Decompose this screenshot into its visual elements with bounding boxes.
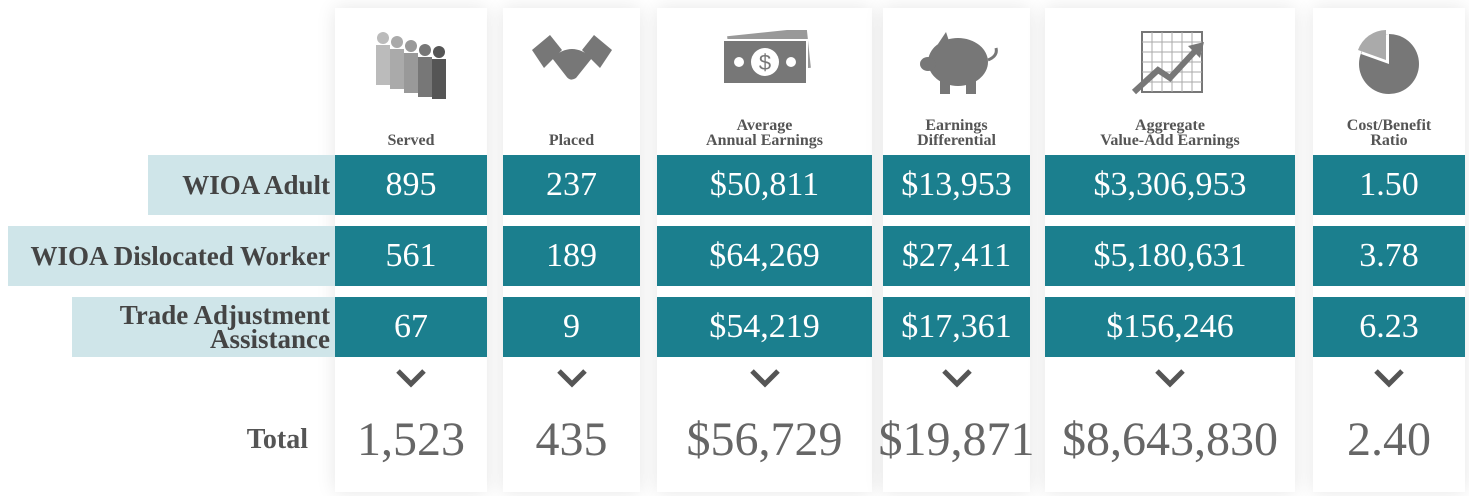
value-cell: 237	[503, 155, 640, 215]
icon: $	[719, 27, 811, 100]
text-line: Value-Add Earnings	[1100, 132, 1240, 149]
total-value: $8,643,830	[1062, 413, 1278, 466]
icon-graphic	[376, 32, 446, 99]
total-label: Total	[246, 424, 308, 455]
column-header: Average Annual Earnings	[657, 110, 872, 149]
chevron	[395, 368, 427, 388]
chevron-graphic	[1374, 369, 1404, 388]
text-line: WIOA Adult	[182, 170, 330, 200]
chevron-graphic	[1155, 369, 1185, 388]
svg-text:$: $	[758, 50, 770, 75]
text-line: Assistance	[210, 324, 330, 354]
text-line: Ratio	[1370, 132, 1408, 149]
value-cell: 895	[335, 155, 487, 215]
total-value: $19,871	[878, 413, 1035, 466]
value-cell: $13,953	[883, 155, 1030, 215]
icon	[1131, 30, 1208, 100]
row-label: WIOA Adult	[148, 155, 335, 215]
value-cell: $54,219	[657, 297, 872, 357]
total-value: 2.40	[1347, 413, 1431, 466]
value-cell: 1.50	[1313, 155, 1465, 215]
chevron-graphic	[749, 369, 780, 388]
value-cell: 189	[503, 226, 640, 286]
value-cell: 9	[503, 297, 640, 357]
value-cell: $64,269	[657, 226, 872, 286]
icon	[916, 30, 998, 100]
text-line: Differential	[917, 132, 996, 149]
icon-graphic	[1131, 31, 1204, 95]
text-line: Aggregate	[1135, 117, 1205, 134]
icon-graphic: $	[721, 27, 811, 85]
chevron	[556, 368, 588, 388]
icon	[531, 30, 612, 100]
value-cell: $3,306,953	[1045, 155, 1295, 215]
text-line: Trade Adjustment	[119, 300, 330, 330]
chevron-graphic	[941, 369, 972, 388]
text-line: Earnings	[925, 117, 988, 134]
icon-graphic	[531, 35, 612, 80]
text-line: Average	[736, 117, 793, 134]
chevron	[1154, 368, 1186, 388]
text-line: WIOA Dislocated Worker	[30, 241, 331, 271]
icon-graphic	[1358, 30, 1419, 94]
total-value: 435	[535, 413, 608, 466]
column-header: Cost/Benefit Ratio	[1313, 110, 1465, 149]
text-line: Cost/Benefit	[1346, 117, 1432, 134]
column-header: Served	[335, 110, 487, 149]
total-value: $56,729	[686, 413, 843, 466]
text-line: Annual Earnings	[706, 132, 823, 149]
column-header: Placed	[503, 110, 640, 149]
chevron-graphic	[556, 369, 587, 388]
icon-graphic	[919, 32, 998, 94]
column-header: Earnings Differential	[883, 110, 1030, 149]
value-cell: 3.78	[1313, 226, 1465, 286]
value-cell: 67	[335, 297, 487, 357]
value-cell: $5,180,631	[1045, 226, 1295, 286]
icon	[1353, 30, 1425, 100]
value-cell: 561	[335, 226, 487, 286]
icon	[371, 30, 451, 100]
chevron	[749, 368, 781, 388]
chevron-graphic	[396, 369, 426, 388]
value-cell: $17,361	[883, 297, 1030, 357]
total-value: 1,523	[357, 413, 465, 466]
text-line: Served	[387, 132, 435, 149]
value-cell: 6.23	[1313, 297, 1465, 357]
value-cell: $156,246	[1045, 297, 1295, 357]
row-label: WIOA Dislocated Worker	[8, 226, 335, 286]
value-cell: $27,411	[883, 226, 1030, 286]
row-label: Trade Adjustment Assistance	[72, 297, 335, 357]
chevron	[941, 368, 973, 388]
chevron	[1373, 368, 1405, 388]
column-header: Aggregate Value-Add Earnings	[1045, 110, 1295, 149]
value-cell: $50,811	[657, 155, 872, 215]
text-line: Placed	[548, 132, 595, 149]
